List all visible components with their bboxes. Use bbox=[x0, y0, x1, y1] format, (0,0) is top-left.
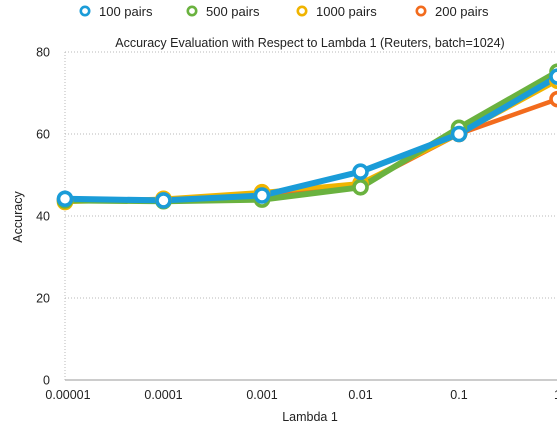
legend-marker bbox=[186, 5, 198, 17]
chart-title: Accuracy Evaluation with Respect to Lamb… bbox=[115, 36, 504, 50]
y-tick-label: 20 bbox=[36, 292, 50, 306]
legend-marker bbox=[415, 5, 427, 17]
x-tick-label: 0.1 bbox=[450, 388, 467, 402]
x-tick-label: 0.01 bbox=[348, 388, 372, 402]
data-point bbox=[549, 68, 557, 85]
legend-label: 200 pairs bbox=[435, 4, 489, 19]
data-point bbox=[155, 192, 172, 209]
x-tick-label: 1 bbox=[554, 388, 557, 402]
data-point bbox=[450, 125, 468, 143]
x-tick-label: 0.0001 bbox=[144, 388, 182, 402]
legend-label: 500 pairs bbox=[206, 4, 260, 19]
data-point bbox=[352, 163, 369, 181]
data-point bbox=[352, 179, 369, 196]
x-axis-label: Lambda 1 bbox=[282, 410, 338, 424]
legend-label: 100 pairs bbox=[99, 4, 153, 19]
data-point bbox=[56, 190, 74, 208]
y-axis-label: Accuracy bbox=[11, 191, 25, 243]
y-tick-label: 60 bbox=[36, 128, 50, 142]
x-axis-ticks: 0.00001 0.0001 0.001 0.01 0.1 1 bbox=[45, 388, 557, 402]
data-point bbox=[549, 90, 557, 108]
y-tick-label: 40 bbox=[36, 210, 50, 224]
data-point bbox=[253, 187, 271, 204]
legend-marker bbox=[79, 5, 91, 17]
x-tick-label: 0.001 bbox=[246, 388, 277, 402]
y-tick-label: 0 bbox=[43, 374, 50, 388]
y-axis-ticks: 0 20 40 60 80 bbox=[36, 46, 50, 388]
series-points bbox=[56, 63, 557, 211]
y-tick-label: 80 bbox=[36, 46, 50, 60]
legend: 100 pairs 500 pairs 1000 pairs 200 pairs bbox=[79, 4, 489, 19]
series-line bbox=[62, 73, 557, 204]
legend-marker bbox=[296, 5, 308, 17]
grid bbox=[64, 51, 557, 381]
x-tick-label: 0.00001 bbox=[45, 388, 90, 402]
series-lines bbox=[62, 68, 557, 205]
legend-label: 1000 pairs bbox=[316, 4, 377, 19]
